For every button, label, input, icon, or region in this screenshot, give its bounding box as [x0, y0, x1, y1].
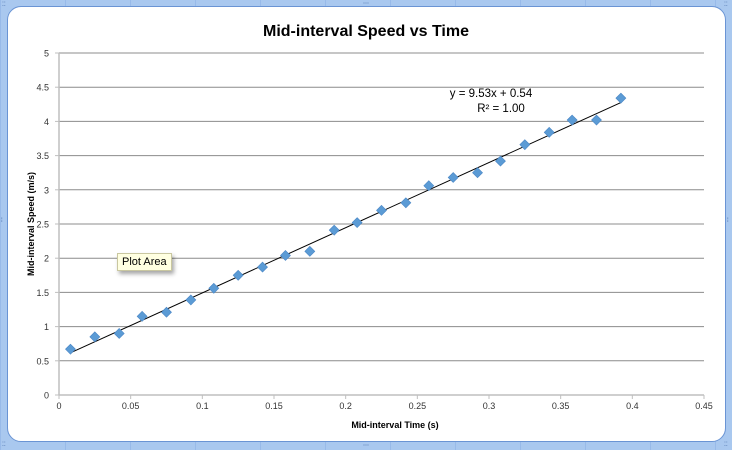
resize-handle-bottom-left[interactable]: ⁚⁚: [2, 442, 6, 448]
x-tick-label: 0.1: [196, 401, 209, 411]
trendline-equation[interactable]: y = 9.53x + 0.54: [450, 88, 533, 100]
data-point-marker[interactable]: [400, 197, 412, 209]
data-point-marker[interactable]: [472, 167, 483, 179]
y-tick-label: 2.5: [36, 220, 49, 230]
data-point-marker[interactable]: [280, 250, 291, 261]
data-point-marker[interactable]: [566, 114, 578, 126]
y-tick-label: 4: [44, 117, 49, 127]
x-tick-label: 0.35: [552, 401, 570, 411]
x-tick-label: 0.45: [695, 401, 713, 411]
x-tick-label: 0.4: [626, 401, 639, 411]
gridlines: [55, 52, 704, 396]
data-point-marker[interactable]: [304, 245, 316, 257]
data-point-marker[interactable]: [519, 139, 531, 151]
x-tick-label: 0.15: [265, 401, 283, 411]
data-point-marker[interactable]: [89, 331, 101, 343]
x-tick-label: 0.2: [339, 401, 352, 411]
y-axis-tick-labels: 0 0.5 1 1.5 2 2.5 3 3.5 4 4.5 5: [36, 49, 49, 401]
linear-trendline[interactable]: [70, 102, 622, 354]
data-point-marker[interactable]: [161, 306, 172, 318]
resize-handle-top-left[interactable]: ⁚⁚: [2, 2, 6, 8]
y-tick-label: 1: [44, 322, 49, 332]
data-point-marker[interactable]: [328, 224, 340, 236]
axes: [58, 53, 705, 399]
x-tick-label: 0.25: [409, 401, 427, 411]
plot-area-tooltip: Plot Area: [117, 253, 172, 271]
y-axis-title[interactable]: Mid-interval Speed (m/s): [26, 172, 36, 276]
y-tick-label: 3: [44, 185, 49, 195]
resize-handle-bottom-right[interactable]: ⁚⁚: [724, 442, 728, 448]
data-point-marker[interactable]: [447, 172, 459, 183]
data-point-marker[interactable]: [376, 204, 387, 216]
data-points[interactable]: [65, 92, 627, 355]
y-tick-label: 2: [44, 254, 49, 264]
x-tick-label: 0.05: [122, 401, 140, 411]
data-point-marker[interactable]: [591, 114, 602, 126]
data-point-marker[interactable]: [113, 328, 125, 339]
y-tick-label: 0.5: [36, 356, 49, 366]
data-point-marker[interactable]: [495, 155, 506, 167]
data-point-marker[interactable]: [65, 343, 76, 355]
data-point-marker[interactable]: [543, 126, 555, 138]
data-point-marker[interactable]: [615, 92, 627, 104]
data-point-marker[interactable]: [351, 217, 363, 229]
y-tick-label: 0: [44, 391, 49, 401]
data-point-marker[interactable]: [257, 261, 268, 273]
y-tick-label: 4.5: [36, 83, 49, 93]
resize-handle-right[interactable]: ⁞: [727, 218, 729, 224]
y-tick-label: 1.5: [36, 288, 49, 298]
resize-handle-left[interactable]: ⁞: [1, 218, 3, 224]
data-point-marker[interactable]: [136, 310, 148, 322]
data-point-marker[interactable]: [185, 294, 197, 306]
data-point-marker[interactable]: [232, 269, 244, 281]
resize-handle-bottom[interactable]: ⋯: [363, 443, 369, 449]
data-point-marker[interactable]: [423, 180, 435, 192]
x-axis-title[interactable]: Mid-interval Time (s): [351, 420, 438, 430]
y-tick-label: 3.5: [36, 151, 49, 161]
chart-title: Mid-interval Speed vs Time: [263, 23, 469, 40]
x-axis-tick-labels: 0 0.05 0.1 0.15 0.2 0.25 0.3 0.35 0.4 0.45: [56, 401, 712, 411]
resize-handle-top-right[interactable]: ⁚⁚: [724, 2, 728, 8]
trendline-r-squared[interactable]: R² = 1.00: [477, 103, 525, 115]
data-point-marker[interactable]: [208, 282, 220, 294]
x-tick-label: 0: [56, 401, 61, 411]
resize-handle-top[interactable]: ⋯: [363, 1, 369, 7]
x-tick-label: 0.3: [483, 401, 496, 411]
y-tick-label: 5: [44, 49, 49, 59]
